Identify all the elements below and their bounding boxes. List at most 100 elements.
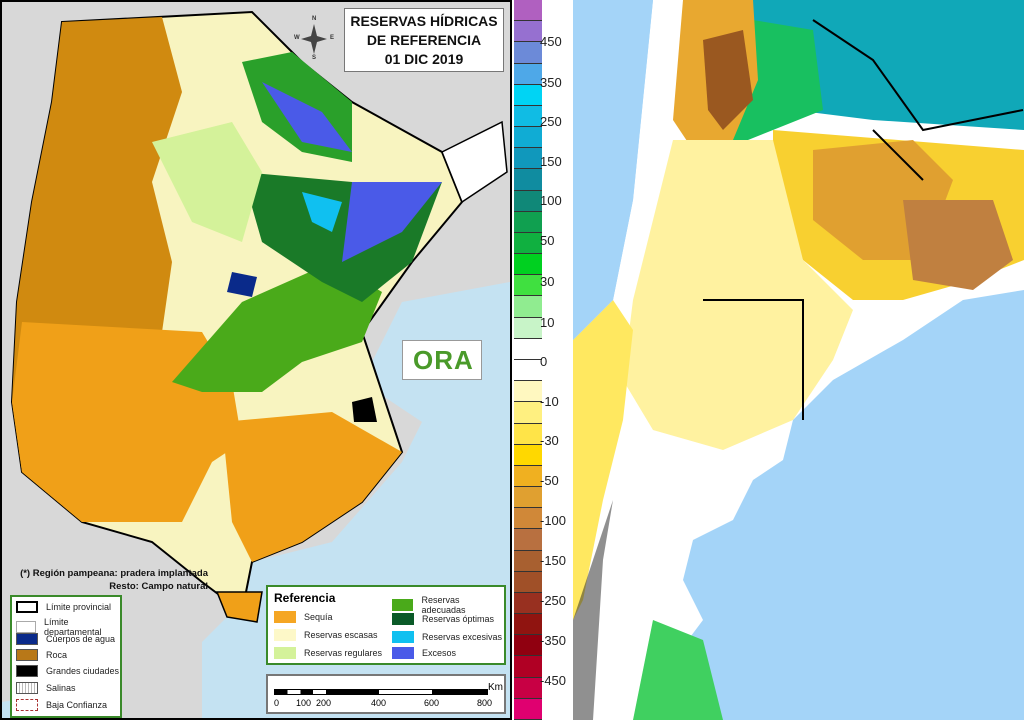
legend-label: Reservas óptimas xyxy=(422,614,495,624)
colorbar-segment xyxy=(514,190,542,212)
colorbar-segment xyxy=(514,84,542,106)
legend-sequia: Sequía xyxy=(274,611,333,623)
legend-reservas-escasas: Reservas escasas xyxy=(274,629,378,641)
provincial-limit-swatch xyxy=(16,601,38,613)
colorbar-segment xyxy=(514,508,542,530)
escasas-swatch xyxy=(274,629,296,641)
department-limit-swatch xyxy=(16,621,36,633)
ora-logo: ORA xyxy=(402,340,482,380)
colorbar: 450 350 250 150 100 50 30 10 0 -10 -30 -… xyxy=(512,0,573,720)
anomaly-map xyxy=(573,0,1024,720)
salinas-swatch xyxy=(16,682,38,694)
legend-label: Reservas regulares xyxy=(304,648,383,658)
legend-department-limit: Límite departamental xyxy=(16,617,120,637)
scale-tick: 0 xyxy=(274,698,280,708)
colorbar-segment xyxy=(514,698,542,720)
colorbar-segment xyxy=(514,169,542,191)
adecuadas-swatch xyxy=(392,599,414,611)
rock-swatch xyxy=(16,649,38,661)
legend-excesos: Excesos xyxy=(392,647,456,659)
logo-text: ORA xyxy=(413,345,474,375)
reference-title: Referencia xyxy=(274,591,336,605)
colorbar-segment xyxy=(514,275,542,297)
scale-unit: Km xyxy=(488,682,503,693)
colorbar-segment xyxy=(514,42,542,64)
sequia-swatch xyxy=(274,611,296,623)
scale-tick: 100 xyxy=(296,698,312,708)
title-line-3: 01 DIC 2019 xyxy=(384,51,464,67)
colorbar-segment xyxy=(514,677,542,699)
compass-north: N xyxy=(312,16,317,22)
optimas-swatch xyxy=(392,613,414,625)
colorbar-segment xyxy=(514,550,542,572)
legend-label: Reservas escasas xyxy=(304,630,378,640)
map-legend: Límite provincial Límite departamental C… xyxy=(10,595,122,718)
legend-reservas-regulares: Reservas regulares xyxy=(274,647,382,659)
colorbar-label: -10 xyxy=(540,394,559,409)
title-line-2: DE REFERENCIA xyxy=(366,32,482,48)
colorbar-segment xyxy=(514,296,542,318)
legend-rock: Roca xyxy=(16,649,67,661)
colorbar-segment xyxy=(514,63,542,85)
colorbar-label: 30 xyxy=(540,274,555,289)
legend-label: Roca xyxy=(46,650,68,660)
map-left-svg xyxy=(2,2,510,718)
legend-label: Salinas xyxy=(46,683,76,693)
excesos-swatch xyxy=(392,647,414,659)
compass-south: S xyxy=(312,55,317,61)
colorbar-segment xyxy=(514,465,542,488)
legend-provincial-limit: Límite provincial xyxy=(16,601,111,613)
colorbar-segment xyxy=(514,21,542,43)
colorbar-label: 100 xyxy=(540,193,562,208)
colorbar-label: 10 xyxy=(540,315,555,330)
colorbar-segment xyxy=(514,592,542,615)
legend-label: Sequía xyxy=(304,612,333,622)
colorbar-segment xyxy=(514,105,542,128)
colorbar-segment xyxy=(514,0,542,22)
colorbar-segment xyxy=(514,635,542,657)
colorbar-segment xyxy=(514,211,542,233)
map-right-svg xyxy=(573,0,1024,720)
note-line-1: (*) Región pampeana: pradera implantada xyxy=(20,568,208,579)
regulares-swatch xyxy=(274,647,296,659)
argentina-water-reserves-map: RESERVAS HÍDRICAS DE REFERENCIA 01 DIC 2… xyxy=(0,0,512,720)
compass-west: W xyxy=(294,35,300,41)
cities-swatch xyxy=(16,665,38,677)
compass-east: E xyxy=(330,35,335,41)
legend-salinas: Salinas xyxy=(16,682,76,694)
colorbar-segment xyxy=(514,360,542,382)
colorbar-segment xyxy=(514,148,542,170)
legend-label: Límite provincial xyxy=(46,602,112,612)
colorbar-label: -250 xyxy=(540,593,567,608)
colorbar-segment xyxy=(514,656,542,678)
compass-rose-icon: N S W E xyxy=(294,16,334,62)
legend-label: Grandes ciudades xyxy=(46,666,120,676)
legend-low-confidence: Baja Confianza xyxy=(16,699,107,711)
legend-cities: Grandes ciudades xyxy=(16,665,119,677)
colorbar-label: 0 xyxy=(540,354,548,369)
colorbar-segment xyxy=(514,232,542,255)
colorbar-label: 50 xyxy=(540,233,555,248)
legend-label: Límite departamental xyxy=(43,617,102,637)
legend-label: Cuerpos de agua xyxy=(46,634,116,644)
colorbar-label: 150 xyxy=(540,154,562,169)
scale-tick: 800 xyxy=(477,698,493,708)
scale-tick: 600 xyxy=(424,698,440,708)
colorbar-segment xyxy=(514,614,542,636)
legend-label: Reservas adecuadas xyxy=(421,595,466,615)
scale-bar-graphic xyxy=(274,689,488,695)
colorbar-label: -50 xyxy=(540,473,559,488)
excesivas-swatch xyxy=(392,631,414,643)
map-title: RESERVAS HÍDRICAS DE REFERENCIA 01 DIC 2… xyxy=(344,8,504,72)
scale-tick: 200 xyxy=(316,698,332,708)
colorbar-label: 450 xyxy=(540,34,562,49)
region-note: (*) Región pampeana: pradera implantada … xyxy=(12,567,208,593)
legend-label: Baja Confianza xyxy=(46,700,108,710)
note-line-2: Resto: Campo natural xyxy=(109,581,208,592)
legend-reservas-adecuadas: Reservas adecuadas xyxy=(392,595,504,615)
scale-tick: 400 xyxy=(371,698,387,708)
colorbar-label: -100 xyxy=(540,513,567,528)
colorbar-segment xyxy=(514,254,542,276)
legend-water-bodies: Cuerpos de agua xyxy=(16,633,115,645)
colorbar-label: -30 xyxy=(540,433,559,448)
